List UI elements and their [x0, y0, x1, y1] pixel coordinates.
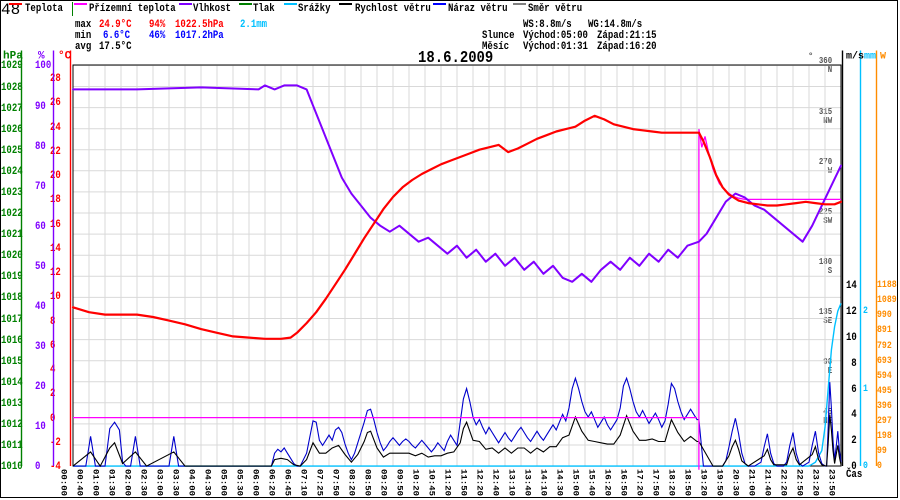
svg-text:hPa: hPa [3, 51, 23, 63]
svg-text:mm: mm [864, 52, 876, 63]
svg-text:%: % [38, 51, 45, 63]
svg-text:°C: °C [58, 51, 72, 63]
svg-text:W: W [880, 52, 886, 63]
svg-text:m/s: m/s [846, 51, 864, 63]
svg-text:°: ° [808, 52, 813, 62]
